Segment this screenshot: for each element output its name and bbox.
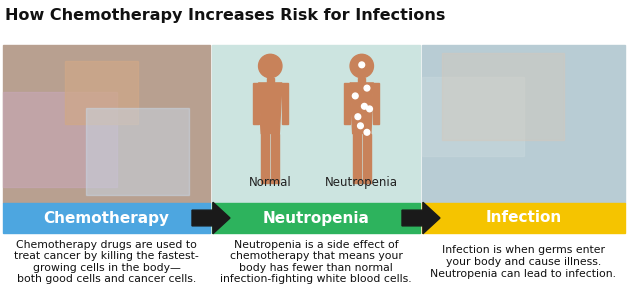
Bar — [252, 83, 259, 125]
Bar — [86, 108, 189, 195]
Polygon shape — [192, 202, 230, 234]
Polygon shape — [350, 83, 374, 134]
Text: Neutropenia is a side effect of
chemotherapy that means your
body has fewer than: Neutropenia is a side effect of chemothe… — [220, 240, 412, 285]
Circle shape — [350, 54, 374, 78]
Text: Chemotherapy: Chemotherapy — [43, 210, 170, 226]
Polygon shape — [259, 83, 282, 134]
Text: Infection is when germs enter
your body and cause illness.
Neutropenia can lead : Infection is when germs enter your body … — [431, 246, 617, 279]
Bar — [212, 45, 420, 203]
Bar — [271, 134, 279, 183]
Bar — [358, 78, 365, 83]
Circle shape — [359, 62, 365, 68]
Bar — [261, 134, 269, 183]
Bar — [282, 83, 288, 125]
Circle shape — [362, 103, 367, 109]
Bar — [344, 83, 350, 125]
Bar — [65, 61, 138, 124]
Circle shape — [364, 85, 370, 91]
Bar — [442, 53, 564, 140]
Text: Neutropenia: Neutropenia — [325, 176, 398, 189]
Circle shape — [357, 123, 364, 129]
Text: Chemotherapy drugs are used to
treat cancer by killing the fastest-
growing cell: Chemotherapy drugs are used to treat can… — [14, 240, 199, 285]
Polygon shape — [402, 202, 440, 234]
Circle shape — [352, 93, 358, 99]
Bar — [363, 134, 371, 183]
Bar — [422, 76, 524, 156]
Text: Normal: Normal — [249, 176, 291, 189]
Bar — [353, 134, 360, 183]
Bar — [3, 45, 210, 203]
Bar — [422, 45, 625, 203]
Circle shape — [259, 54, 282, 78]
Text: Infection: Infection — [485, 210, 561, 226]
Bar — [374, 83, 379, 125]
Bar — [267, 78, 274, 83]
Circle shape — [355, 114, 360, 120]
Bar — [212, 203, 420, 233]
Circle shape — [367, 106, 372, 112]
Text: Neutropenia: Neutropenia — [263, 210, 369, 226]
Bar — [422, 203, 625, 233]
Text: How Chemotherapy Increases Risk for Infections: How Chemotherapy Increases Risk for Infe… — [5, 8, 445, 23]
Bar — [3, 92, 117, 187]
Bar — [3, 203, 210, 233]
Circle shape — [364, 130, 370, 135]
